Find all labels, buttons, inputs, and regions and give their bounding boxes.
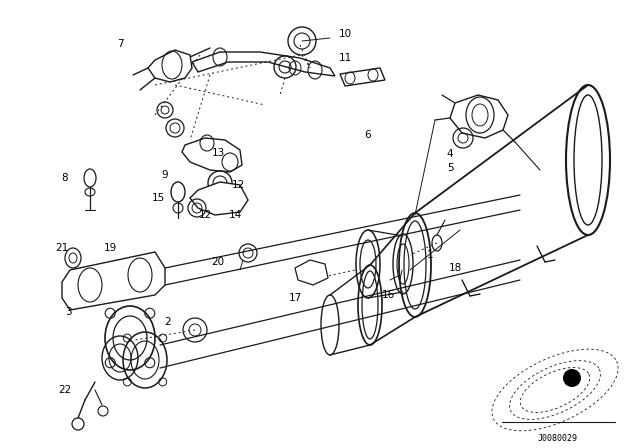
Text: 2: 2 <box>164 317 172 327</box>
Text: 8: 8 <box>61 173 68 183</box>
Text: 12: 12 <box>232 180 244 190</box>
Text: 22: 22 <box>58 385 72 395</box>
Polygon shape <box>190 182 248 215</box>
Text: 9: 9 <box>162 170 168 180</box>
Polygon shape <box>148 50 192 82</box>
Polygon shape <box>182 138 242 172</box>
Text: 17: 17 <box>289 293 301 303</box>
Text: 16: 16 <box>381 290 395 300</box>
Polygon shape <box>340 68 385 86</box>
Text: 11: 11 <box>339 53 351 63</box>
Text: 1: 1 <box>427 250 433 260</box>
Polygon shape <box>192 52 335 76</box>
Text: 20: 20 <box>211 257 225 267</box>
Text: 19: 19 <box>104 243 116 253</box>
Circle shape <box>563 369 581 387</box>
Text: 4: 4 <box>447 149 453 159</box>
Text: 3: 3 <box>65 307 71 317</box>
Text: 13: 13 <box>211 148 225 158</box>
Polygon shape <box>295 260 328 285</box>
Text: 6: 6 <box>365 130 371 140</box>
Text: 10: 10 <box>339 29 351 39</box>
Text: 14: 14 <box>228 210 242 220</box>
Text: 5: 5 <box>447 163 453 173</box>
Text: 18: 18 <box>449 263 461 273</box>
Polygon shape <box>450 95 508 138</box>
Text: 12: 12 <box>198 210 212 220</box>
Text: 15: 15 <box>152 193 164 203</box>
Text: J0080029: J0080029 <box>538 434 578 443</box>
Polygon shape <box>62 252 165 310</box>
Text: 7: 7 <box>116 39 124 49</box>
Text: 21: 21 <box>56 243 68 253</box>
